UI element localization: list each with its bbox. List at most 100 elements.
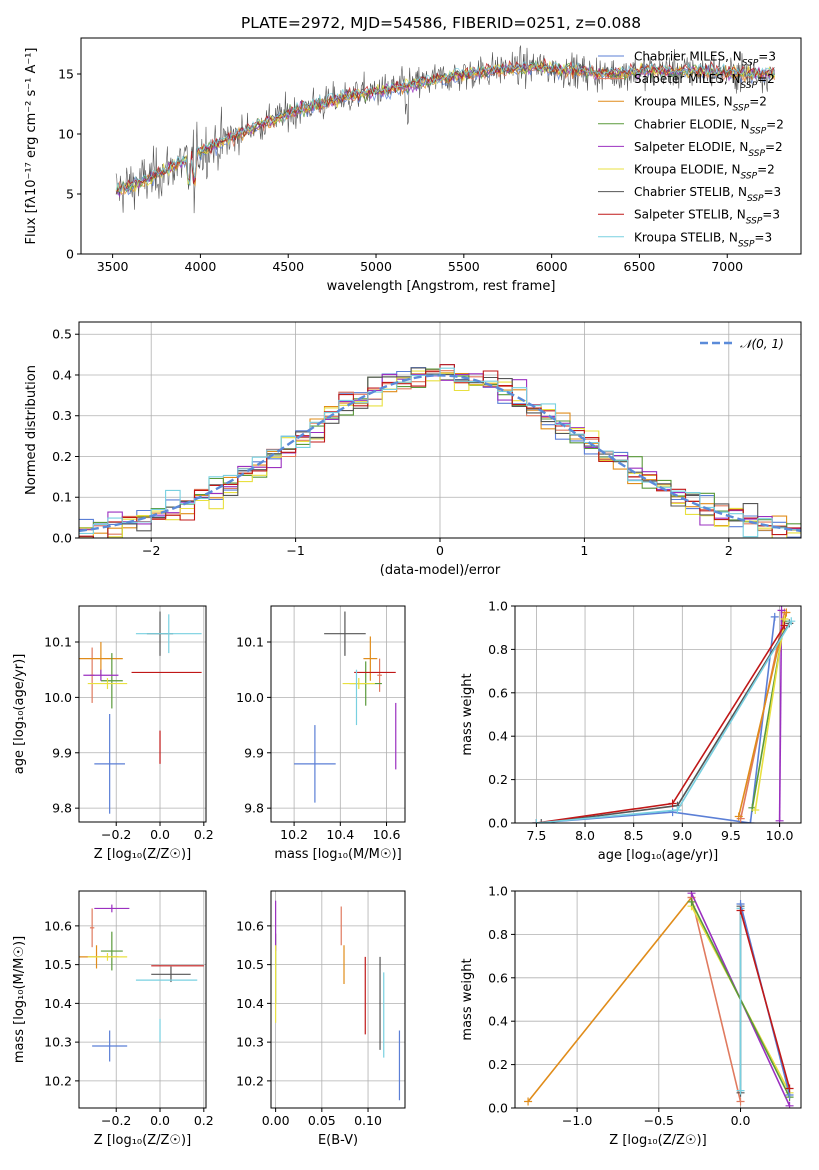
x-tick-label: 0.00 [262, 1113, 290, 1128]
x-tick-label: 0.0 [150, 1113, 170, 1128]
x-tick-label: 9.5 [721, 828, 741, 843]
weight-marker [734, 812, 743, 821]
y-tick-label: 0.6 [488, 970, 508, 985]
x-tick-label: 1 [580, 543, 588, 558]
y-axis-label: mass weight [460, 958, 475, 1040]
y-tick-label: 0.8 [488, 927, 508, 942]
x-tick-label: 0.0 [150, 827, 170, 842]
y-tick-label: 10.2 [44, 1073, 72, 1088]
axes-frame [78, 321, 802, 539]
y-tick-label: 9.9 [52, 745, 72, 760]
weight-marker [736, 1097, 745, 1106]
axes-age_vs_mass: 10.2 10.4 10.6 9.8 9.9 10.0 10.1 mass [log₁₀(M/… [236, 605, 406, 862]
y-tick-label: 10.5 [236, 957, 264, 972]
y-tick-label: 10.1 [236, 635, 264, 650]
x-tick-label: 6500 [624, 259, 656, 274]
weight-marker [785, 1101, 794, 1108]
weight-marker [736, 1086, 745, 1095]
legend-label: Kroupa STELIB, NSSP=3 [634, 230, 772, 249]
model-line-kroupa-stelib [115, 61, 776, 192]
x-tick-label: −2 [142, 543, 160, 558]
y-tick-label: 10.4 [44, 996, 72, 1011]
y-tick-label: 10 [58, 127, 74, 142]
weight-marker [777, 606, 786, 615]
y-tick-label: 10.2 [236, 1073, 264, 1088]
y-tick-label: 0.2 [52, 449, 72, 464]
y-tick-label: 10.3 [44, 1035, 72, 1050]
x-axis-label: mass [log₁₀(M/M☉)] [274, 847, 401, 862]
x-tick-label: 7000 [711, 259, 743, 274]
plot-area-spectrum [115, 44, 776, 214]
y-tick-label: 9.8 [52, 801, 72, 816]
x-axis-label: Z [log₁₀(Z/Z☉)] [94, 1133, 191, 1148]
y-tick-label: 0.5 [52, 327, 72, 342]
axes-age_vs_Z: −0.2 0.0 0.2 9.8 9.9 10.0 10.1 Z [log₁₀(Z/Z☉)] a… [12, 605, 214, 862]
x-tick-label: 0.2 [194, 1113, 214, 1128]
x-tick-label: 2 [725, 543, 733, 558]
y-tick-label: 0.4 [488, 729, 508, 744]
weight-marker [687, 891, 696, 898]
weight-marker [736, 906, 745, 915]
legend: Chabrier MILES, NSSP=3 Salpeter MILES, NS… [598, 50, 784, 249]
weight-marker [785, 1084, 794, 1093]
y-tick-label: 10.4 [236, 996, 264, 1011]
weight-marker [780, 621, 789, 630]
axes-spectrum: 3500 4000 4500 5000 5500 6000 6500 7000 0 5 10 15 wa… [24, 37, 802, 294]
y-tick-label: 10.3 [236, 1035, 264, 1050]
gaussian-curve [79, 374, 801, 533]
y-tick-label: 15 [58, 67, 74, 82]
y-tick-label: 0.4 [52, 367, 72, 382]
legend-label: Chabrier MILES, NSSP=3 [634, 50, 776, 69]
x-tick-label: 10.2 [280, 827, 308, 842]
x-tick-label: 6000 [536, 259, 568, 274]
x-tick-label: 4500 [272, 259, 304, 274]
weight-line [536, 625, 786, 823]
x-tick-label: 0.05 [308, 1113, 336, 1128]
plot-area-mass_vs_EBV [275, 900, 401, 1101]
y-tick-label: 5 [66, 187, 74, 202]
y-tick-label: 0.3 [52, 408, 72, 423]
y-tick-label: 9.9 [244, 745, 264, 760]
weight-marker [524, 1097, 533, 1106]
weight-marker [532, 819, 541, 823]
y-tick-label: 10.5 [44, 957, 72, 972]
model-line-salpeter-stelib [115, 58, 776, 192]
axes-frame [270, 605, 406, 823]
x-tick-label: 5000 [360, 259, 392, 274]
y-tick-label: 1.0 [488, 884, 508, 899]
x-tick-label: 3500 [97, 259, 129, 274]
y-tick-label: 10.0 [236, 690, 264, 705]
legend-label: Kroupa MILES, NSSP=2 [634, 95, 767, 114]
plot-area-age_vs_mass [294, 611, 397, 803]
axes-mass_weight_vs_Z: −1.0 −0.5 0.0 0.0 0.2 0.4 0.6 0.8 1.0 Z [log₁₀(Z/… [460, 884, 802, 1148]
x-tick-label: 0.10 [354, 1113, 382, 1128]
weight-marker [770, 612, 779, 621]
legend-label: Salpeter ELODIE, NSSP=2 [634, 140, 783, 159]
x-tick-label: 0.2 [194, 827, 214, 842]
y-tick-label: 0.2 [488, 1057, 508, 1072]
weight-line [754, 618, 786, 811]
y-tick-label: 10.0 [44, 690, 72, 705]
y-tick-label: 10.1 [44, 635, 72, 650]
weight-marker [787, 617, 796, 626]
y-axis-label: age [log₁₀(age/yr)] [12, 654, 27, 775]
weight-line [737, 612, 788, 817]
axes-frame [78, 605, 207, 823]
x-tick-label: −1 [286, 543, 304, 558]
plot-area-mass_weight_vs_age [532, 606, 796, 823]
y-tick-label: 0.0 [488, 816, 508, 831]
chart-title: PLATE=2972, MJD=54586, FIBERID=0251, z=0… [241, 14, 641, 32]
weight-marker [746, 819, 755, 823]
plot-area-residuals [79, 363, 801, 538]
x-tick-label: −0.2 [101, 1113, 131, 1128]
y-axis-label: Flux [fλ10⁻¹⁷ erg cm⁻² s⁻¹ A⁻¹] [24, 48, 39, 245]
x-tick-label: 5500 [448, 259, 480, 274]
weight-marker [668, 799, 677, 808]
y-tick-label: 0.0 [488, 1101, 508, 1116]
y-tick-label: 10.6 [236, 918, 264, 933]
legend-label: Chabrier ELODIE, NSSP=2 [634, 117, 784, 136]
y-axis-label: mass [log₁₀(M/M☉)] [12, 936, 27, 1063]
x-axis-label: Z [log₁₀(Z/Z☉)] [609, 1133, 706, 1148]
weight-line [527, 896, 693, 1103]
